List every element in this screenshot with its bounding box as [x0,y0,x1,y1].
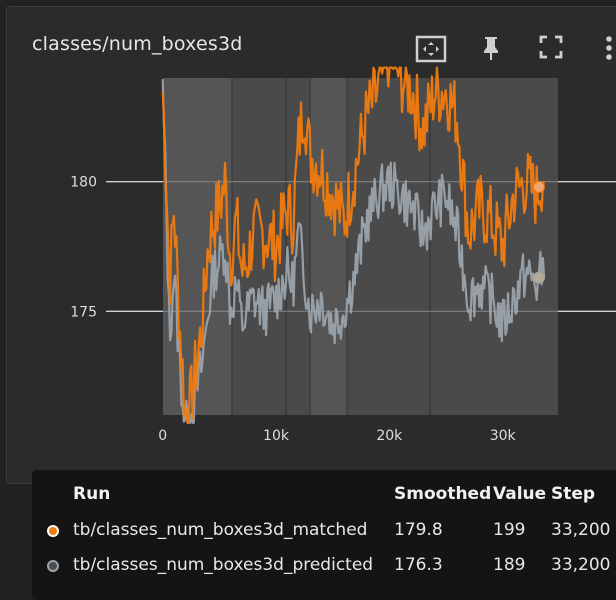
legend-row-predicted[interactable]: tb/classes_num_boxes3d_predicted 176.3 1… [32,555,616,585]
legend-header: Run Smoothed Value Step [32,484,616,514]
series-color-dot [47,525,59,537]
run-name: tb/classes_num_boxes3d_predicted [73,555,374,575]
smoothed-value: 176.3 [394,555,443,575]
fullscreen-icon[interactable] [539,35,563,65]
y-tick-label: 180 [70,175,97,191]
smoothed-value: 179.8 [394,520,443,540]
legend-row-matched[interactable]: tb/classes_num_boxes3d_matched 179.8 199… [32,520,616,550]
y-tick-label: 175 [70,304,97,320]
legend-table: Run Smoothed Value Step tb/classes_num_b… [32,470,616,600]
matched-hover-marker [532,180,545,193]
series-color-dot [47,560,59,572]
predicted-hover-marker [532,271,545,284]
chart-title: classes/num_boxes3d [32,33,243,55]
x-tick-label: 10k [263,428,290,444]
x-tick-label: 30k [490,428,517,444]
header-step[interactable]: Step [551,484,596,504]
value: 189 [493,555,526,575]
y-axis: 175 180 [70,175,97,321]
marker-group [532,180,545,284]
header-value[interactable]: Value [493,484,547,504]
more-vert-icon[interactable] [605,35,613,65]
line-chart[interactable]: 175 180 0 10k 20k 30k [0,0,616,470]
header-smoothed[interactable]: Smoothed [394,484,492,504]
x-tick-label: 0 [158,428,167,444]
fit-domain-icon[interactable] [415,35,447,65]
x-tick-label: 20k [376,428,403,444]
run-name: tb/classes_num_boxes3d_matched [73,520,368,540]
plot-band [310,78,347,415]
pin-icon[interactable] [481,35,501,65]
predicted-series-line [161,79,546,424]
matched-series-line [161,66,546,424]
x-axis: 0 10k 20k 30k [158,428,516,444]
raw-series-group [161,66,546,424]
value: 199 [493,520,526,540]
step: 33,200 [551,555,611,575]
step: 33,200 [551,520,611,540]
header-run[interactable]: Run [73,484,111,504]
